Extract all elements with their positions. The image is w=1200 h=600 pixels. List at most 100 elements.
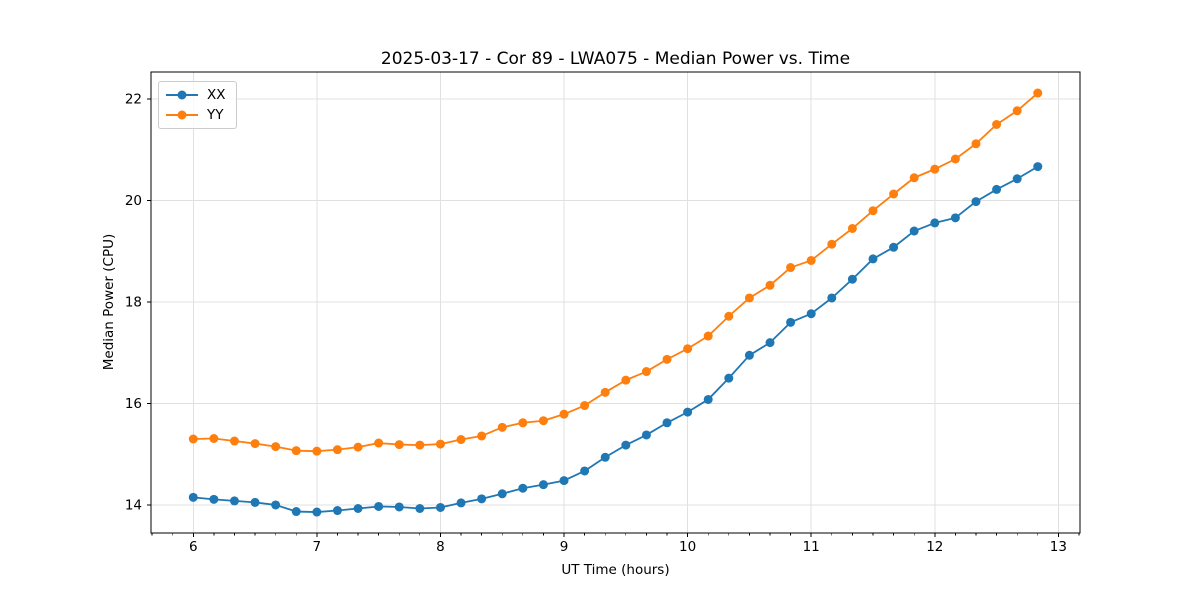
x-axis-label: UT Time (hours) bbox=[561, 562, 670, 578]
data-point bbox=[209, 433, 219, 443]
data-point bbox=[477, 431, 487, 441]
data-point bbox=[724, 311, 734, 321]
data-point bbox=[868, 254, 878, 264]
data-point bbox=[456, 435, 466, 445]
legend-line-marker-icon bbox=[166, 90, 198, 100]
data-point bbox=[703, 331, 713, 341]
data-point bbox=[415, 440, 425, 450]
legend-entry: YY bbox=[164, 105, 226, 125]
data-point bbox=[847, 274, 857, 284]
data-point bbox=[950, 213, 960, 223]
data-point bbox=[641, 430, 651, 440]
data-point bbox=[765, 338, 775, 348]
data-series bbox=[188, 88, 1043, 517]
chart-title: 2025-03-17 - Cor 89 - LWA075 - Median Po… bbox=[380, 49, 851, 69]
data-point bbox=[250, 497, 260, 507]
data-point bbox=[291, 446, 301, 456]
y-axis-label: Median Power (CPU) bbox=[101, 233, 117, 371]
data-point bbox=[683, 407, 693, 417]
y-tick-label: 18 bbox=[125, 295, 142, 311]
data-point bbox=[889, 189, 899, 199]
legend-label: XX bbox=[207, 87, 226, 103]
data-point bbox=[518, 483, 528, 493]
data-point bbox=[909, 226, 919, 236]
data-point bbox=[683, 344, 693, 354]
legend-entry: XX bbox=[164, 85, 226, 105]
data-point bbox=[600, 452, 610, 462]
data-point bbox=[600, 387, 610, 397]
data-point bbox=[538, 416, 548, 426]
data-point bbox=[229, 496, 239, 506]
x-tick-label: 8 bbox=[436, 539, 445, 555]
data-point bbox=[415, 503, 425, 513]
data-point bbox=[559, 409, 569, 419]
data-point bbox=[621, 440, 631, 450]
data-point bbox=[250, 439, 260, 449]
data-point bbox=[332, 506, 342, 516]
legend-label: YY bbox=[207, 107, 224, 123]
data-point bbox=[291, 507, 301, 517]
data-point bbox=[229, 436, 239, 446]
data-point bbox=[1012, 106, 1022, 116]
data-point bbox=[971, 139, 981, 149]
data-point bbox=[930, 218, 940, 228]
data-point bbox=[1033, 88, 1043, 98]
data-point bbox=[724, 373, 734, 383]
data-point bbox=[497, 422, 507, 432]
x-tick-label: 11 bbox=[803, 539, 820, 555]
data-point bbox=[271, 500, 281, 510]
data-point bbox=[374, 501, 384, 511]
data-point bbox=[188, 492, 198, 502]
data-point bbox=[662, 418, 672, 428]
data-point bbox=[827, 239, 837, 249]
data-point bbox=[188, 434, 198, 444]
data-point bbox=[312, 446, 322, 456]
series-yy bbox=[188, 88, 1043, 456]
data-point bbox=[580, 401, 590, 411]
data-point bbox=[538, 480, 548, 490]
data-point bbox=[209, 494, 219, 504]
data-point bbox=[827, 293, 837, 303]
data-point bbox=[950, 154, 960, 164]
data-point bbox=[786, 263, 796, 273]
data-point bbox=[765, 280, 775, 290]
data-point bbox=[435, 502, 445, 512]
axes: 6 7 8 9 10 11 12 13 14 16 18 20 22 bbox=[125, 71, 1081, 555]
data-point bbox=[703, 394, 713, 404]
y-tick-label: 22 bbox=[125, 92, 142, 108]
data-point bbox=[621, 375, 631, 385]
data-point bbox=[394, 440, 404, 450]
data-point bbox=[641, 367, 651, 377]
data-point bbox=[353, 442, 363, 452]
y-tick-label: 16 bbox=[125, 396, 142, 412]
data-point bbox=[868, 206, 878, 216]
data-point bbox=[992, 120, 1002, 130]
gridlines bbox=[151, 72, 1080, 533]
data-point bbox=[374, 438, 384, 448]
data-point bbox=[744, 293, 754, 303]
legend-line-marker-icon bbox=[166, 110, 198, 120]
data-point bbox=[971, 197, 981, 207]
data-point bbox=[806, 309, 816, 319]
data-point bbox=[353, 503, 363, 513]
data-point bbox=[456, 498, 466, 508]
x-tick-label: 9 bbox=[560, 539, 569, 555]
data-point bbox=[394, 502, 404, 512]
data-point bbox=[930, 164, 940, 174]
x-tick-label: 13 bbox=[1050, 539, 1067, 555]
x-tick-label: 12 bbox=[926, 539, 943, 555]
data-point bbox=[786, 317, 796, 327]
y-tick-label: 20 bbox=[125, 193, 142, 209]
data-point bbox=[580, 466, 590, 476]
data-point bbox=[806, 255, 816, 265]
data-point bbox=[271, 442, 281, 452]
legend: XX YY bbox=[158, 81, 237, 129]
data-point bbox=[992, 184, 1002, 194]
series-xx bbox=[188, 162, 1043, 517]
data-point bbox=[1012, 174, 1022, 184]
x-tick-label: 10 bbox=[679, 539, 696, 555]
data-point bbox=[909, 173, 919, 183]
data-point bbox=[847, 223, 857, 233]
x-tick-label: 6 bbox=[189, 539, 198, 555]
